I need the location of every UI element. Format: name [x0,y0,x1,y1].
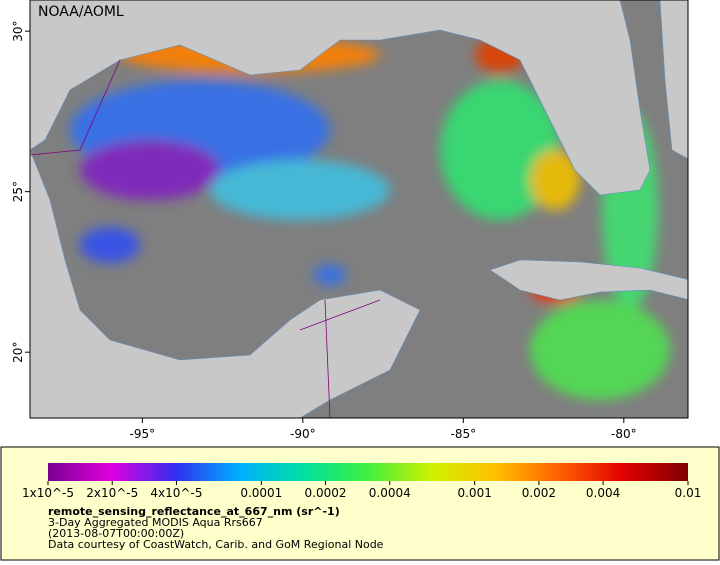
x-tick-label: -85° [451,427,477,441]
map-frame [29,0,689,419]
colorbar-tick-label: 0.0002 [305,486,347,500]
land [30,0,688,418]
legend-line: Data courtesy of CoastWatch, Carib. and … [48,538,384,551]
colorbar-tick-label: 0.001 [457,486,491,500]
legend-line: 3-Day Aggregated MODIS Aqua Rrs667 [48,516,263,529]
colorbar-tick-label: 2x10^-5 [86,486,138,500]
colorbar-tick-label: 0.01 [675,486,702,500]
credit: NOAA/AOML [38,4,124,20]
x-tick-label: -95° [130,427,156,441]
y-tick-label: 20° [11,342,25,363]
legend-title: remote_sensing_reflectance_at_667_nm (sr… [48,505,340,518]
reflectance-field [70,37,670,400]
colorbar-tick-label: 0.004 [586,486,620,500]
colorbar-tick-label: 0.0001 [240,486,282,500]
colorbar-tick-label: 1x10^-5 [22,486,74,500]
y-tick-label: 30° [11,21,25,42]
y-tick-label: 25° [11,181,25,202]
x-tick-label: -90° [290,427,316,441]
borders [30,59,381,418]
colorbar-tick-label: 0.002 [522,486,556,500]
map-area [30,0,688,418]
x-tick-label: -80° [611,427,637,441]
legend-line: (2013-08-07T00:00:00Z) [48,527,184,540]
colorbar-tick-label: 4x10^-5 [150,486,202,500]
colorbar [48,463,688,481]
colorbar-tick-label: 0.0004 [369,486,411,500]
